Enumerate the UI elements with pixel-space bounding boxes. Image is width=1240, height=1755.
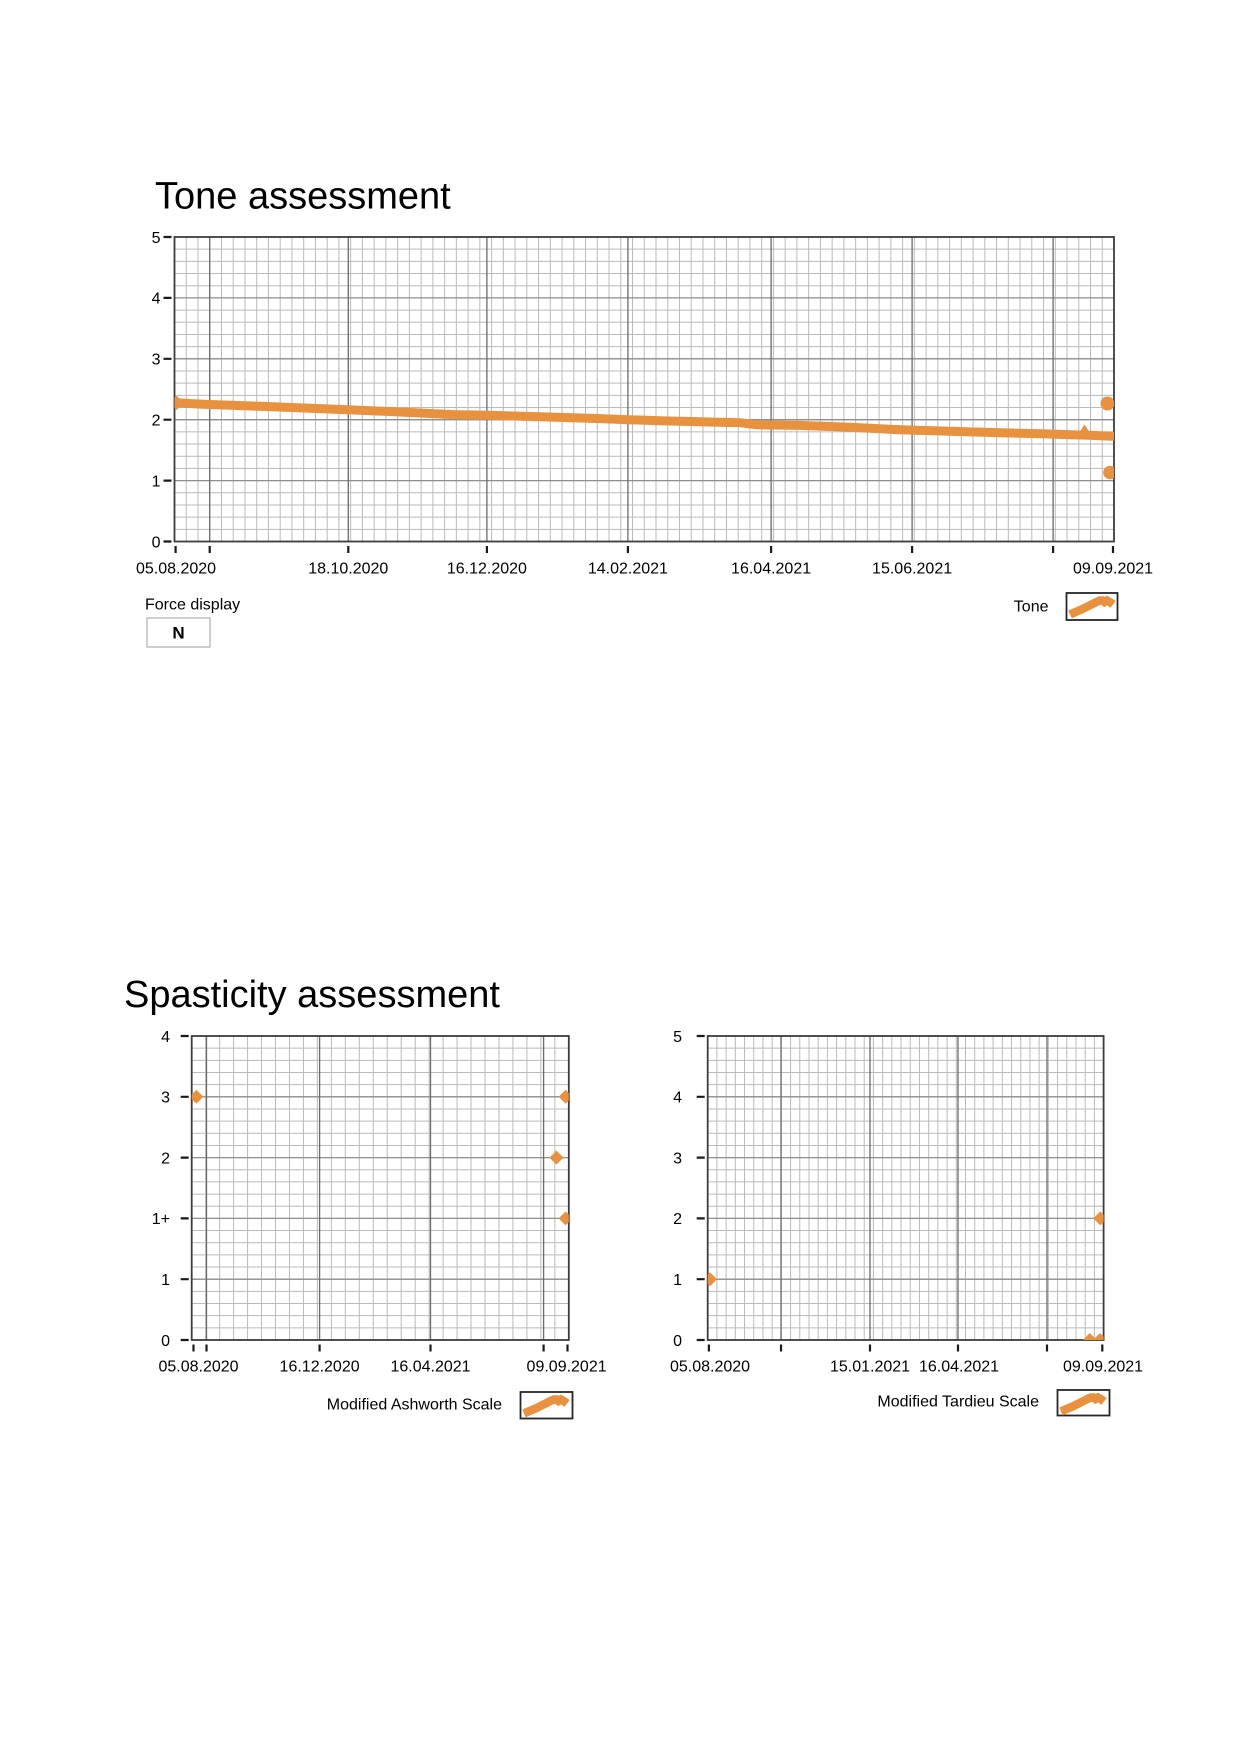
svg-text:0: 0 (673, 1333, 682, 1350)
svg-text:05.08.2020: 05.08.2020 (136, 561, 216, 578)
svg-text:Tone: Tone (1014, 599, 1049, 616)
svg-text:Force display: Force display (145, 597, 240, 614)
svg-text:Modified Tardieu Scale: Modified Tardieu Scale (877, 1394, 1039, 1411)
svg-text:1: 1 (152, 473, 161, 490)
svg-text:1+: 1+ (152, 1211, 170, 1228)
svg-text:Modified Ashworth Scale: Modified Ashworth Scale (327, 1397, 502, 1414)
svg-text:15.01.2021: 15.01.2021 (830, 1359, 910, 1376)
svg-text:5: 5 (152, 230, 161, 247)
svg-text:2: 2 (152, 413, 161, 430)
svg-text:0: 0 (152, 534, 161, 551)
svg-text:5: 5 (673, 1029, 682, 1046)
svg-text:15.06.2021: 15.06.2021 (872, 561, 952, 578)
svg-text:18.10.2020: 18.10.2020 (308, 561, 388, 578)
svg-text:16.04.2021: 16.04.2021 (731, 561, 811, 578)
svg-text:4: 4 (673, 1090, 682, 1107)
svg-text:3: 3 (673, 1150, 682, 1167)
svg-text:05.08.2020: 05.08.2020 (158, 1359, 238, 1376)
svg-text:09.09.2021: 09.09.2021 (527, 1359, 607, 1376)
svg-text:05.08.2020: 05.08.2020 (670, 1359, 750, 1376)
svg-text:N: N (172, 624, 184, 643)
svg-text:3: 3 (152, 352, 161, 369)
svg-text:Spasticity assessment: Spasticity assessment (124, 974, 500, 1016)
svg-text:2: 2 (161, 1150, 170, 1167)
svg-text:1: 1 (673, 1272, 682, 1289)
svg-text:14.02.2021: 14.02.2021 (588, 561, 668, 578)
svg-text:16.04.2021: 16.04.2021 (919, 1359, 999, 1376)
svg-text:09.09.2021: 09.09.2021 (1063, 1359, 1143, 1376)
svg-text:2: 2 (673, 1211, 682, 1228)
svg-text:16.12.2020: 16.12.2020 (280, 1359, 360, 1376)
svg-text:16.12.2020: 16.12.2020 (447, 561, 527, 578)
svg-text:Tone assessment: Tone assessment (155, 176, 451, 218)
svg-text:3: 3 (161, 1090, 170, 1107)
svg-text:09.09.2021: 09.09.2021 (1073, 561, 1153, 578)
svg-text:4: 4 (161, 1029, 170, 1046)
svg-text:1: 1 (161, 1272, 170, 1289)
svg-text:16.04.2021: 16.04.2021 (390, 1359, 470, 1376)
svg-text:4: 4 (152, 291, 161, 308)
svg-text:0: 0 (161, 1333, 170, 1350)
